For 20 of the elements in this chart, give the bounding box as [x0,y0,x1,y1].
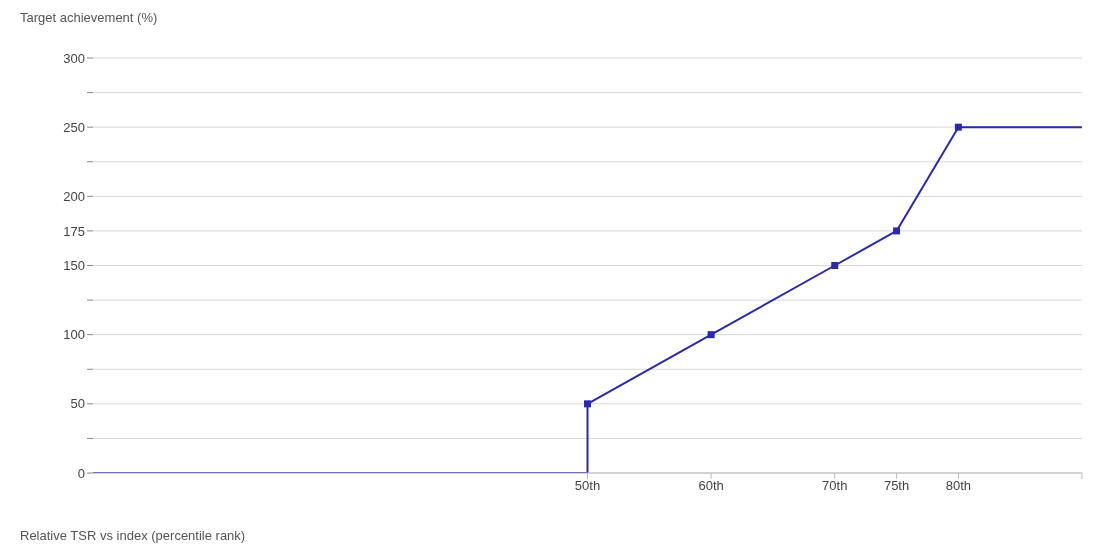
x-axis-title: Relative TSR vs index (percentile rank) [20,528,246,543]
x-tick-label: 60th [698,478,724,494]
x-tick-label: 50th [574,478,601,494]
y-tick-label: 200 [63,188,85,204]
y-tick-label: 0 [77,465,85,481]
point [584,400,591,408]
point [954,123,962,131]
point [707,331,715,339]
y-axis-title: Target achievement (%) [20,10,158,25]
x-tick-label: 75th [883,478,910,494]
y-tick-label: 250 [63,119,85,135]
y-tick-label: 150 [63,258,85,274]
point [893,227,901,235]
x-tick-label: 70th [822,478,848,494]
y-tick-label: 175 [63,223,85,239]
y-tick-label: 50 [70,396,85,412]
point [831,262,839,269]
y-tick-label: 100 [63,327,85,343]
x-tick-label: 80th [945,478,972,494]
y-tick-label: 300 [63,50,85,66]
